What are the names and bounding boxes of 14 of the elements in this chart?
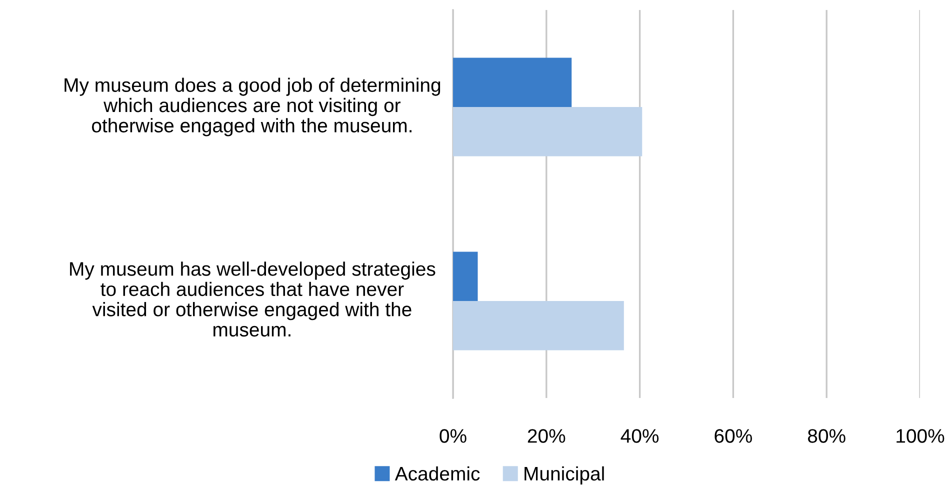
bar	[453, 58, 572, 107]
y-tick-label: My museum does a good job of determining which audiences are not visiting or otherwise engaged with the museum.	[64, 78, 440, 136]
x-tick-label: 80%	[808, 429, 846, 443]
x-tick-label: 100%	[896, 429, 944, 443]
bar	[453, 252, 478, 301]
y-tick-label: My museum has well-developed strategies to reach audiences that have never visited or otherwise engaged with the museum.	[70, 262, 436, 337]
x-tick-label: 40%	[620, 429, 659, 443]
legend-label: Municipal	[524, 466, 604, 484]
x-tick-label: 60%	[714, 429, 752, 443]
x-tick-label: 0%	[440, 429, 466, 443]
bar	[453, 107, 642, 156]
bar	[453, 301, 624, 350]
legend-label: Academic	[394, 466, 480, 481]
x-tick-label: 20%	[528, 429, 566, 443]
